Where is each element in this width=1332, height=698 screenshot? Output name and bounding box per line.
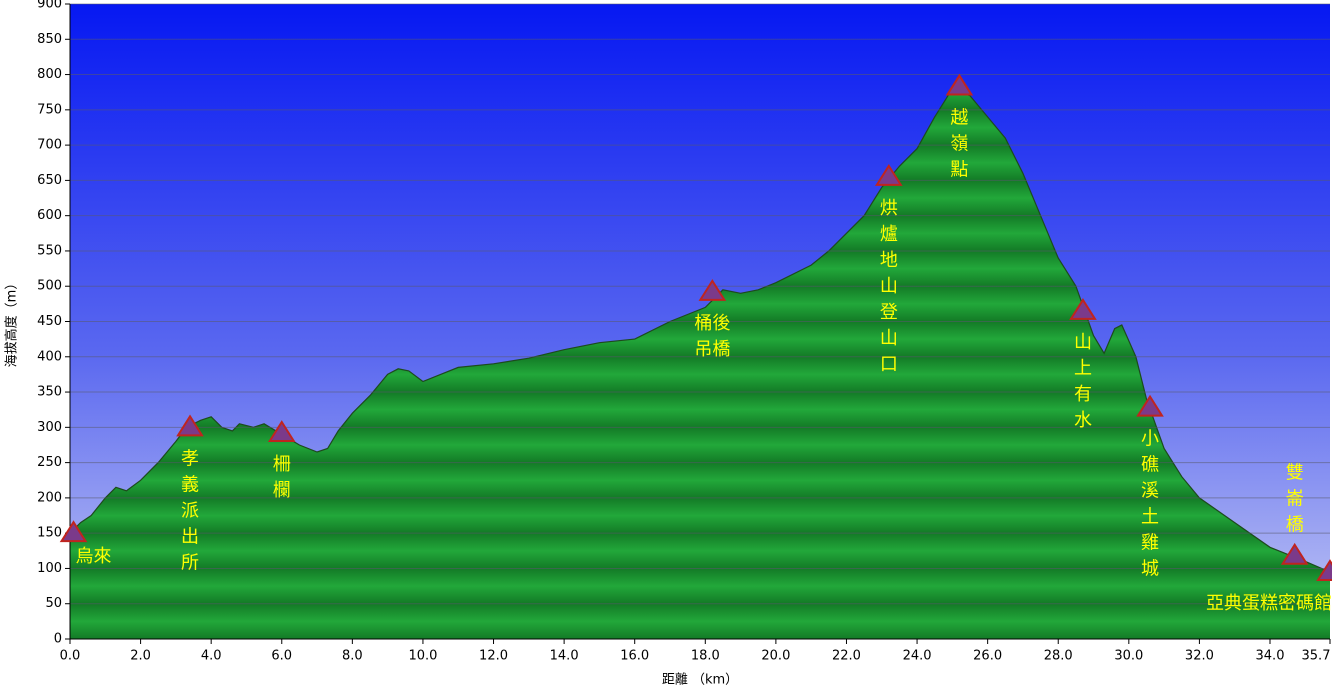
waypoint-label: 所 bbox=[181, 552, 199, 573]
waypoint-marker bbox=[267, 420, 296, 442]
waypoint-label: 礁 bbox=[1141, 455, 1159, 476]
waypoint-label: 地 bbox=[880, 250, 898, 271]
waypoint-label: 點 bbox=[950, 160, 968, 181]
elevation-line bbox=[69, 87, 1331, 573]
x-tick-label: 8.0 bbox=[342, 649, 363, 664]
waypoint-label: 亞典蛋糕密碼館 bbox=[1206, 593, 1332, 614]
waypoint-label: 桶後 bbox=[694, 313, 730, 334]
y-tick-label: 700 bbox=[37, 138, 62, 153]
x-tick-label: 28.0 bbox=[1044, 649, 1073, 664]
waypoint-label: 欄 bbox=[273, 480, 291, 501]
waypoint-label: 烘 bbox=[880, 198, 898, 219]
waypoint-marker bbox=[1136, 394, 1164, 417]
waypoint-label: 口 bbox=[880, 354, 898, 375]
y-tick-label: 50 bbox=[45, 596, 62, 611]
waypoint-label: 水 bbox=[1074, 410, 1092, 431]
waypoint-label: 城 bbox=[1141, 559, 1159, 580]
waypoint-label: 嶺 bbox=[950, 134, 968, 155]
waypoint-label: 橋 bbox=[1286, 515, 1304, 536]
x-tick-label: 20.0 bbox=[761, 649, 790, 664]
x-tick-label: 12.0 bbox=[479, 649, 508, 664]
waypoint-label: 出 bbox=[181, 526, 199, 547]
elevation-area bbox=[70, 88, 1330, 639]
y-tick-label: 250 bbox=[37, 455, 62, 470]
y-tick-label: 400 bbox=[37, 349, 62, 364]
y-tick-label: 500 bbox=[37, 279, 62, 294]
y-tick-label: 100 bbox=[37, 561, 62, 576]
waypoint-label: 山 bbox=[880, 328, 898, 349]
waypoint-marker bbox=[1069, 298, 1097, 320]
waypoint-label: 山 bbox=[880, 276, 898, 297]
x-tick-label: 32.0 bbox=[1185, 649, 1214, 664]
y-tick-label: 650 bbox=[37, 173, 62, 188]
y-tick-label: 150 bbox=[37, 526, 62, 541]
waypoint-label: 土 bbox=[1141, 507, 1159, 528]
y-tick-label: 800 bbox=[37, 67, 62, 82]
x-tick-label: 10.0 bbox=[408, 649, 437, 664]
waypoint-label: 吊橋 bbox=[694, 339, 730, 360]
y-tick-label: 550 bbox=[37, 243, 62, 258]
waypoint-label: 義 bbox=[181, 474, 199, 495]
waypoint-marker bbox=[945, 73, 974, 96]
waypoint-label: 派 bbox=[181, 500, 199, 521]
waypoint-label: 上 bbox=[1074, 358, 1092, 379]
y-axis-title: 海拔高度（m） bbox=[4, 277, 20, 368]
x-tick-label: 2.0 bbox=[130, 649, 151, 664]
x-tick-label: 30.0 bbox=[1114, 649, 1143, 664]
x-tick-label: 16.0 bbox=[620, 649, 649, 664]
y-tick-label: 200 bbox=[37, 490, 62, 505]
waypoint-marker bbox=[1316, 559, 1332, 581]
x-tick-label: 34.0 bbox=[1256, 649, 1285, 664]
x-tick-label: 14.0 bbox=[550, 649, 579, 664]
x-tick-label: 4.0 bbox=[201, 649, 222, 664]
y-tick-label: 0 bbox=[54, 632, 62, 647]
waypoint-label: 雞 bbox=[1141, 533, 1159, 554]
waypoint-label: 登 bbox=[880, 302, 898, 323]
y-tick-label: 350 bbox=[37, 385, 62, 400]
y-tick-label: 850 bbox=[37, 32, 62, 47]
waypoint-label: 溪 bbox=[1141, 481, 1159, 502]
y-tick-label: 600 bbox=[37, 208, 62, 223]
waypoint-label: 爐 bbox=[880, 224, 898, 245]
y-tick-label: 450 bbox=[37, 314, 62, 329]
y-tick-label: 300 bbox=[37, 420, 62, 435]
waypoint-marker bbox=[59, 520, 88, 543]
waypoint-label: 孝 bbox=[181, 448, 199, 469]
x-axis-title: 距離 （km） bbox=[662, 673, 738, 688]
waypoint-marker bbox=[176, 414, 204, 437]
y-tick-label: 900 bbox=[37, 0, 62, 12]
waypoint-label: 有 bbox=[1074, 384, 1092, 405]
x-tick-label: 24.0 bbox=[903, 649, 932, 664]
waypoint-label: 越 bbox=[950, 108, 968, 129]
y-tick-label: 750 bbox=[37, 102, 62, 117]
x-tick-label: 22.0 bbox=[832, 649, 861, 664]
waypoint-marker bbox=[875, 163, 903, 186]
waypoint-label: 崙 bbox=[1286, 489, 1304, 510]
waypoint-label: 烏來 bbox=[76, 546, 112, 567]
waypoint-marker bbox=[1280, 542, 1309, 565]
waypoint-label: 小 bbox=[1141, 429, 1159, 450]
waypoint-label: 山 bbox=[1074, 332, 1092, 353]
waypoint-marker bbox=[698, 278, 727, 301]
x-tick-label: 35.7 bbox=[1302, 649, 1331, 664]
x-tick-label: 26.0 bbox=[973, 649, 1002, 664]
x-tick-label: 18.0 bbox=[691, 649, 720, 664]
x-tick-label: 0.0 bbox=[60, 649, 81, 664]
waypoint-label: 柵 bbox=[273, 454, 291, 475]
x-tick-label: 6.0 bbox=[271, 649, 292, 664]
waypoint-label: 雙 bbox=[1286, 463, 1304, 484]
